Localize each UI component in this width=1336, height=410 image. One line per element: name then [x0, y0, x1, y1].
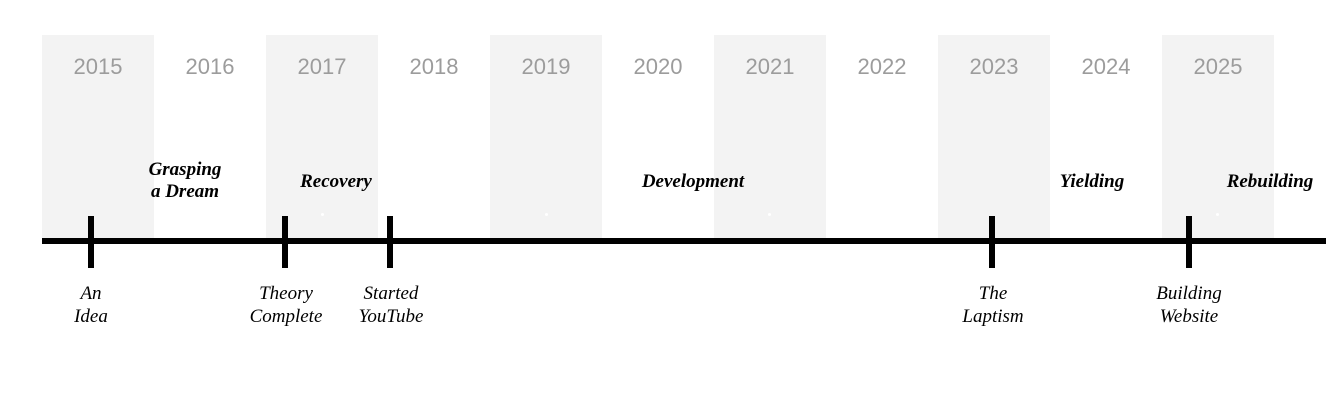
event-label-started-youtube: Started YouTube	[341, 282, 441, 328]
phase-marker-dot	[545, 213, 548, 216]
event-label-an-idea: An Idea	[51, 282, 131, 328]
year-label-2024: 2024	[1081, 54, 1131, 79]
event-line: YouTube	[358, 306, 424, 327]
year-band-2023	[938, 35, 1050, 240]
event-label-theory-complete: Theory Complete	[236, 282, 336, 328]
phase-line: Recovery	[300, 171, 372, 192]
event-line: Website	[1159, 306, 1219, 327]
phase-marker-dot	[768, 213, 771, 216]
event-line: Laptism	[962, 306, 1024, 327]
year-band-2025	[1162, 35, 1274, 240]
event-line: An	[80, 283, 102, 304]
year-label-2017: 2017	[297, 54, 347, 79]
phase-line: Development	[641, 171, 745, 192]
event-line: Idea	[74, 306, 108, 327]
event-tick-started-youtube	[387, 216, 393, 268]
phase-label-yielding: Yielding	[1042, 171, 1142, 193]
phase-line: a Dream	[150, 181, 220, 202]
year-label-2022: 2022	[857, 54, 907, 79]
phase-line: Rebuilding	[1226, 171, 1314, 192]
year-label-2023: 2023	[969, 54, 1019, 79]
event-label-building-website: Building Website	[1134, 282, 1244, 328]
year-label-2025: 2025	[1193, 54, 1243, 79]
phase-marker-dot	[1216, 213, 1219, 216]
phase-label-recovery: Recovery	[276, 171, 396, 193]
phase-line: Grasping	[148, 159, 222, 180]
event-line: Theory	[259, 283, 313, 304]
year-band-2021	[714, 35, 826, 240]
year-label-2016: 2016	[185, 54, 235, 79]
year-label-2019: 2019	[521, 54, 571, 79]
year-label-2020: 2020	[633, 54, 683, 79]
timeline-axis	[42, 238, 1326, 244]
phase-label-rebuilding: Rebuilding	[1210, 171, 1330, 193]
phase-marker-dot	[321, 213, 324, 216]
event-line: Complete	[249, 306, 323, 327]
event-tick-the-laptism	[989, 216, 995, 268]
year-band-2015	[42, 35, 154, 240]
event-tick-theory-complete	[282, 216, 288, 268]
year-band-2017	[266, 35, 378, 240]
phase-line: Yielding	[1059, 171, 1125, 192]
event-line: Building	[1156, 283, 1222, 304]
year-band-2019	[490, 35, 602, 240]
event-line: Started	[363, 283, 419, 304]
event-tick-building-website	[1186, 216, 1192, 268]
year-label-2018: 2018	[409, 54, 459, 79]
phase-label-development: Development	[613, 171, 773, 193]
year-label-2021: 2021	[745, 54, 795, 79]
event-line: The	[978, 283, 1008, 304]
year-label-2015: 2015	[73, 54, 123, 79]
event-label-the-laptism: The Laptism	[943, 282, 1043, 328]
event-tick-an-idea	[88, 216, 94, 268]
phase-label-grasping-a-dream: Grasping a Dream	[124, 159, 246, 203]
